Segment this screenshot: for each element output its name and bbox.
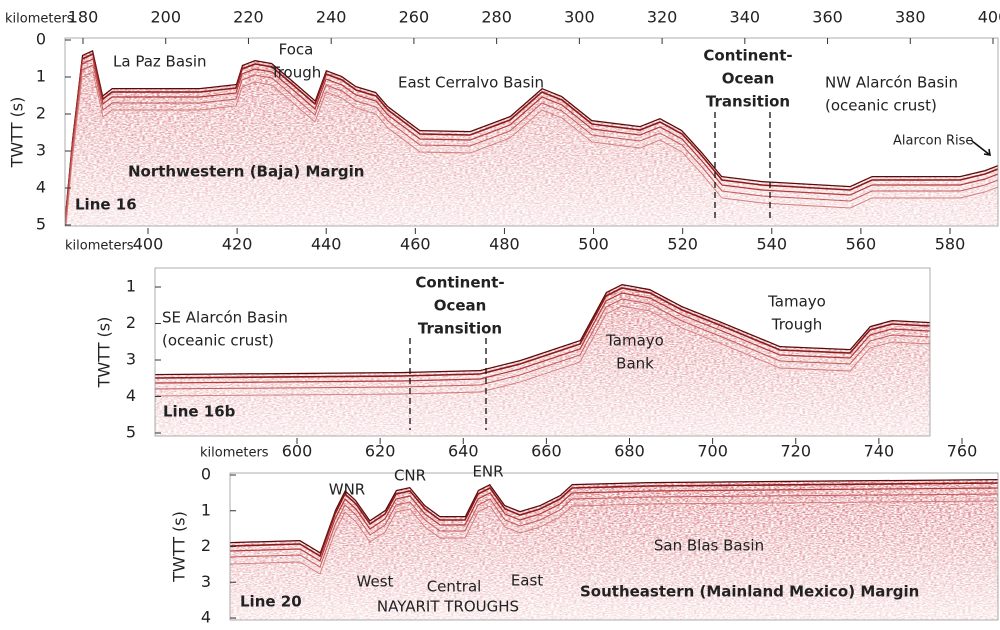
annotation: Trough (270, 64, 322, 82)
x-tick-label: 440 (311, 235, 342, 254)
annotation: Continent- (703, 47, 792, 65)
annotation: Trough (771, 316, 823, 334)
annotation: Tamayo (767, 293, 826, 311)
annotation: (oceanic crust) (825, 97, 937, 115)
x-tick-label: 600 (282, 442, 313, 461)
x-tick-label: 540 (757, 235, 788, 254)
annotation: CNR (394, 467, 426, 485)
x-tick-label: 680 (614, 442, 645, 461)
annotation: Alarcon Rise (893, 134, 973, 149)
y-tick-label: 4 (36, 178, 46, 197)
x-axis-label: kilometers (65, 239, 134, 254)
x-tick-label: 520 (667, 235, 698, 254)
x-tick-label: 340 (730, 8, 761, 27)
annotation: NAYARIT TROUGHS (377, 598, 519, 616)
annotation: La Paz Basin (113, 53, 207, 71)
x-tick-label: 360 (812, 8, 843, 27)
annotation: Line 20 (240, 593, 302, 611)
y-tick-label: 3 (201, 572, 211, 591)
x-tick-label: 400 (978, 8, 1000, 27)
y-tick-label: 1 (36, 67, 46, 86)
annotation: Transition (706, 93, 790, 111)
annotation: Foca (279, 41, 314, 59)
x-tick-label: 560 (846, 235, 877, 254)
y-tick-label: 0 (201, 465, 211, 484)
x-tick-label: 720 (780, 442, 811, 461)
annotation: (oceanic crust) (162, 332, 274, 350)
y-tick-label: 3 (36, 141, 46, 160)
x-tick-label: 700 (697, 442, 728, 461)
figure: kilometers180200220240260280300320340360… (0, 0, 1000, 630)
x-tick-label: 400 (133, 235, 164, 254)
y-axis-label: TWTT (s) (95, 317, 114, 389)
x-tick-label: 460 (400, 235, 431, 254)
annotation: Transition (418, 320, 502, 338)
annotation: Continent- (415, 274, 504, 292)
seismic-images (65, 38, 998, 620)
y-tick-label: 2 (126, 313, 136, 332)
y-tick-label: 2 (36, 104, 46, 123)
y-tick-label: 4 (201, 608, 211, 627)
annotation: East (511, 572, 543, 590)
x-tick-label: 260 (399, 8, 430, 27)
y-tick-label: 2 (201, 536, 211, 555)
x-tick-label: 300 (564, 8, 595, 27)
x-tick-label: 760 (947, 442, 978, 461)
x-tick-label: 240 (316, 8, 347, 27)
annotation: Bank (616, 355, 654, 373)
x-tick-label: 480 (489, 235, 520, 254)
y-tick-label: 3 (126, 350, 136, 369)
annotation: Ocean (434, 297, 487, 315)
x-tick-label: 660 (531, 442, 562, 461)
x-axis-label: kilometers (5, 12, 74, 27)
annotation: Ocean (722, 70, 775, 88)
x-tick-label: 180 (68, 8, 99, 27)
rise-arrow (972, 141, 990, 155)
annotation: Southeastern (Mainland Mexico) Margin (580, 583, 919, 601)
annotation: SE Alarcón Basin (162, 309, 288, 327)
annotation: East Cerralvo Basin (398, 74, 544, 92)
y-tick-label: 1 (201, 500, 211, 519)
x-tick-label: 200 (150, 8, 181, 27)
y-axis-label: TWTT (s) (8, 97, 27, 169)
x-tick-label: 740 (864, 442, 895, 461)
annotation: WNR (329, 481, 365, 499)
annotation: NW Alarcón Basin (825, 74, 958, 92)
x-tick-label: 380 (895, 8, 926, 27)
x-tick-label: 220 (233, 8, 264, 27)
y-tick-label: 5 (36, 215, 46, 234)
annotation: ENR (472, 463, 503, 481)
x-tick-label: 500 (578, 235, 609, 254)
x-axis-label: kilometers (200, 446, 269, 461)
annotation: Line 16 (75, 196, 137, 214)
x-tick-label: 580 (935, 235, 966, 254)
y-tick-label: 4 (126, 386, 136, 405)
x-tick-label: 620 (365, 442, 396, 461)
annotation: Northwestern (Baja) Margin (128, 163, 364, 181)
y-axis-label: TWTT (s) (170, 511, 189, 583)
annotation: San Blas Basin (654, 537, 764, 555)
y-tick-label: 1 (126, 277, 136, 296)
annotation: West (357, 573, 394, 591)
x-tick-label: 280 (481, 8, 512, 27)
y-tick-label: 0 (36, 30, 46, 49)
annotation: Central (427, 578, 482, 596)
y-tick-label: 5 (126, 423, 136, 442)
x-tick-label: 420 (222, 235, 253, 254)
x-tick-label: 640 (448, 442, 479, 461)
annotation: Tamayo (605, 332, 664, 350)
annotation: Line 16b (163, 403, 236, 421)
x-tick-label: 320 (647, 8, 678, 27)
